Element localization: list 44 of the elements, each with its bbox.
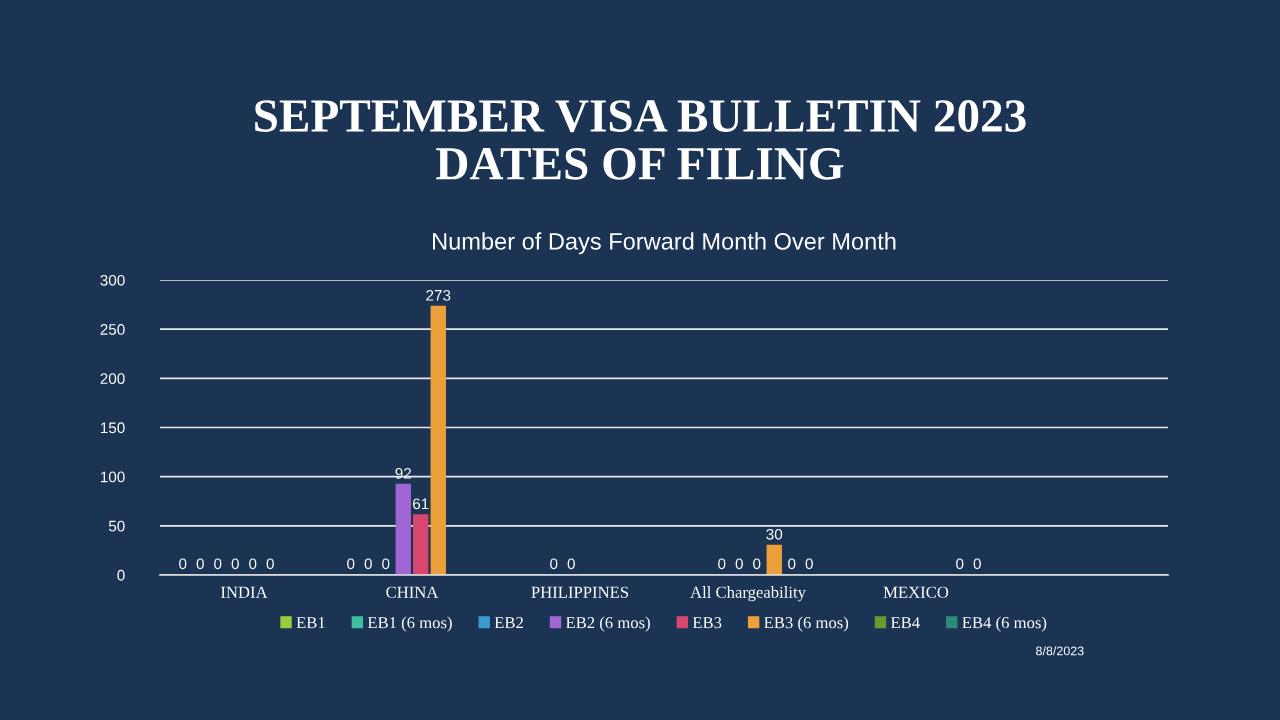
data-label: 0	[179, 558, 187, 570]
data-label: 0	[347, 558, 355, 570]
data-label: 273	[426, 289, 451, 301]
data-label: 0	[805, 558, 813, 570]
data-label: 0	[214, 558, 222, 570]
y-tick-label: 200	[100, 373, 125, 385]
x-tick-label: CHINA	[386, 586, 439, 598]
data-label: 0	[973, 558, 981, 570]
x-tick-label: PHILIPPINES	[531, 586, 629, 598]
data-label: 0	[231, 558, 239, 570]
y-tick-label: 0	[117, 569, 125, 581]
data-label: 0	[550, 558, 558, 570]
data-label: 0	[249, 558, 257, 570]
legend-label: EB4	[890, 617, 920, 629]
data-label: 0	[956, 558, 964, 570]
x-tick-label: MEXICO	[883, 586, 949, 598]
legend-label: EB2 (6 mos)	[565, 616, 650, 632]
legend-label: EB3 (6 mos)	[764, 616, 849, 632]
x-tick-label: INDIA	[221, 586, 268, 598]
data-label: 0	[196, 558, 204, 570]
data-label: 0	[718, 558, 726, 570]
legend-label: EB1	[296, 617, 325, 629]
chart-subtitle: Number of Days Forward Month Over Month	[433, 232, 896, 255]
x-tick-label: All Chargeability	[690, 586, 806, 602]
data-label: 0	[266, 558, 274, 570]
data-label: 0	[753, 558, 761, 570]
legend-label: EB3	[692, 617, 722, 629]
data-label: 0	[364, 558, 372, 570]
data-label: 0	[735, 558, 743, 570]
legend-label: EB1 (6 mos)	[367, 616, 452, 632]
y-tick-label: 150	[100, 422, 125, 434]
data-label: 0	[567, 558, 575, 570]
legend-label: EB4 (6 mos)	[962, 616, 1047, 632]
text: 8/8/2023	[1036, 646, 1084, 656]
data-label: 61	[413, 498, 429, 510]
data-label: 0	[788, 558, 796, 570]
y-tick-label: 300	[100, 274, 125, 286]
legend-label: EB2	[494, 617, 523, 629]
chart-title: SEPTEMBER VISA BULLETIN 2023 DATES OF FILING	[255, 100, 1026, 180]
data-label: 30	[766, 528, 783, 540]
data-label: 0	[382, 558, 390, 570]
y-tick-label: 50	[108, 520, 125, 532]
y-tick-label: 250	[100, 324, 125, 335]
y-tick-label: 100	[100, 471, 125, 483]
